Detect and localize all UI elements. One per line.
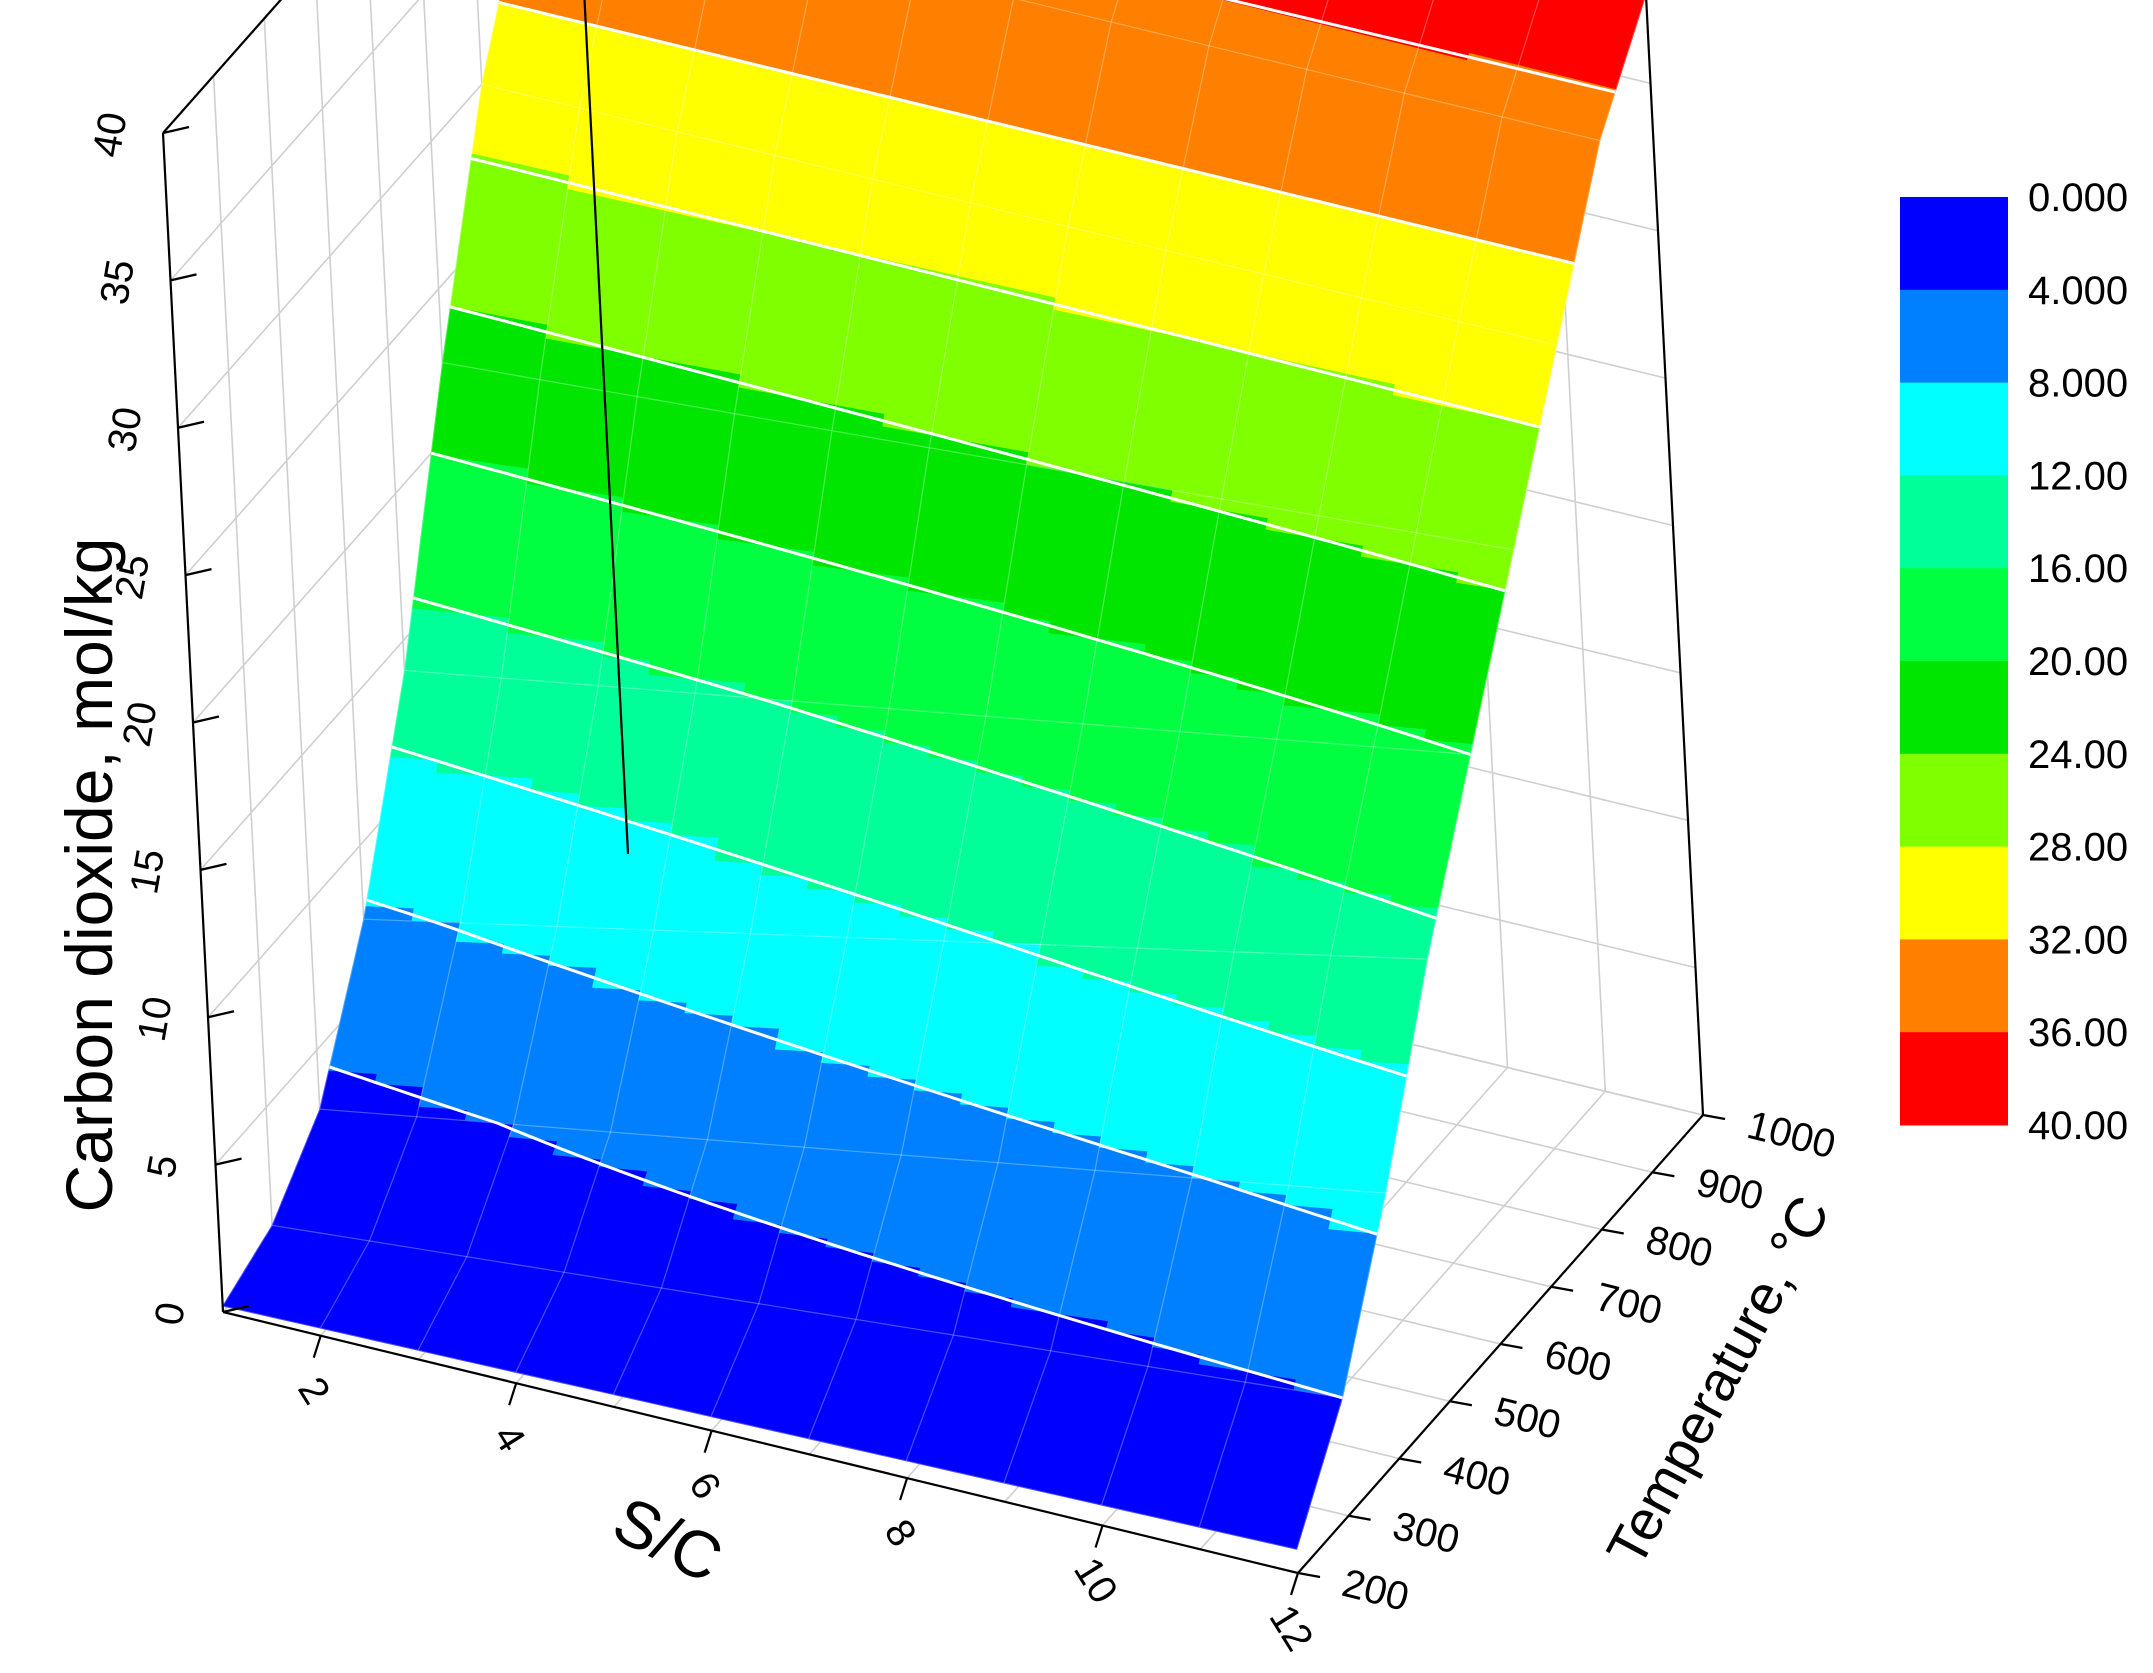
x-axis-title: S/C <box>602 1482 733 1597</box>
temperature-tick-mark <box>1297 1571 1321 1579</box>
sc-tick-label: 2 <box>289 1370 338 1412</box>
z-axis-title: Carbon dioxide, mol/kg <box>52 537 126 1212</box>
surface-patch <box>558 901 610 917</box>
temperature-tick-label: 1000 <box>1743 1103 1840 1167</box>
z-tick-label: 15 <box>122 846 173 897</box>
surface-patch <box>461 897 514 913</box>
colorbar-swatch <box>1900 197 2008 291</box>
surface-patch <box>367 881 419 897</box>
colorbar-swatch <box>1900 846 2008 940</box>
colorbar-swatch <box>1900 568 2008 662</box>
temperature-gridline <box>212 75 275 1255</box>
surface-patch <box>609 891 661 907</box>
z-tick-label: 10 <box>130 993 181 1044</box>
surface-patch <box>508 912 560 927</box>
temperature-tick-label: 400 <box>1439 1447 1514 1506</box>
temperature-tick-label: 800 <box>1642 1218 1717 1277</box>
colorbar: 0.000 4.000 8.000 12.00 16.00 20.00 24.00 28.00… <box>1900 176 2128 1148</box>
surface-patch <box>459 910 512 926</box>
surface-patch <box>413 895 465 912</box>
colorbar-label: 28.00 <box>2028 826 2128 870</box>
sc-tick-label: 12 <box>1261 1598 1322 1659</box>
colorbar-swatch <box>1900 475 2008 569</box>
sc-tick-mark <box>703 1430 713 1453</box>
surface-patch <box>800 912 852 927</box>
temperature-tick-mark <box>1652 1171 1675 1178</box>
surface-patch <box>752 909 804 925</box>
colorbar-label: 40.00 <box>2028 1104 2128 1148</box>
sc-tick-mark <box>508 1382 518 1406</box>
z-tick-label: 5 <box>139 1152 186 1182</box>
colorbar-swatch <box>1900 1032 2008 1126</box>
sc-tick-mark <box>1094 1525 1104 1548</box>
temperature-tick-mark <box>1449 1400 1473 1407</box>
temperature-tick-label: 600 <box>1540 1332 1615 1391</box>
colorbar-label: 12.00 <box>2028 454 2128 498</box>
temperature-gridline <box>263 18 326 1198</box>
z-tick-label: 30 <box>100 404 151 455</box>
colorbar-label: 4.000 <box>2028 269 2128 313</box>
sc-tick-mark <box>312 1335 322 1359</box>
colorbar-label: 8.000 <box>2028 362 2128 406</box>
colorbar-label: 36.00 <box>2028 1011 2128 1055</box>
colorbar-label: 20.00 <box>2028 640 2128 684</box>
colorbar-swatch <box>1900 753 2008 848</box>
sc-tick-mark <box>1289 1572 1300 1596</box>
colorbar-label: 24.00 <box>2028 733 2128 777</box>
temperature-tick-mark <box>1601 1228 1624 1235</box>
surface-patch <box>510 899 562 915</box>
colorbar-label: 0.000 <box>2028 176 2128 220</box>
colorbar-swatch <box>1900 382 2008 476</box>
temperature-tick-label: 500 <box>1490 1389 1565 1448</box>
surface-patch <box>560 889 613 905</box>
z-tick-label: 40 <box>85 109 136 160</box>
sc-tick-mark <box>899 1477 909 1501</box>
colorbar-swatch <box>1900 939 2008 1033</box>
temperature-tick-mark <box>1399 1457 1422 1464</box>
temperature-tick-label: 300 <box>1388 1504 1463 1563</box>
z-tick-label: 0 <box>147 1299 194 1329</box>
temperature-tick-label: 200 <box>1338 1561 1413 1620</box>
surface-patch <box>417 871 469 887</box>
temperature-tick-mark <box>1550 1285 1574 1292</box>
sc-tick-label: 8 <box>876 1512 925 1554</box>
colorbar-label: 32.00 <box>2028 918 2128 962</box>
z-tick-label: 35 <box>92 256 143 307</box>
surface-patch <box>607 903 659 919</box>
surface-layer <box>222 0 1646 1550</box>
surface-patch <box>512 887 564 903</box>
z-gridline <box>169 0 1651 281</box>
colorbar-label: 16.00 <box>2028 547 2128 591</box>
temperature-tick-mark <box>1702 1113 1726 1121</box>
colorbar-swatch <box>1900 289 2008 384</box>
sc-tick-label: 6 <box>680 1465 729 1507</box>
surface-patch <box>369 868 421 885</box>
temperature-tick-mark <box>1500 1342 1523 1350</box>
surface-patch <box>415 883 467 899</box>
temperature-tick-label: 900 <box>1692 1160 1767 1219</box>
temperature-tick-label: 700 <box>1591 1275 1666 1334</box>
y-axis-title: Temperature, °C <box>1594 1186 1841 1576</box>
sc-tick-label: 10 <box>1065 1550 1126 1611</box>
sc-tick-label: 4 <box>485 1417 534 1459</box>
temperature-tick-mark <box>1348 1514 1371 1521</box>
colorbar-swatch <box>1900 661 2008 755</box>
surface-patch <box>703 907 756 923</box>
